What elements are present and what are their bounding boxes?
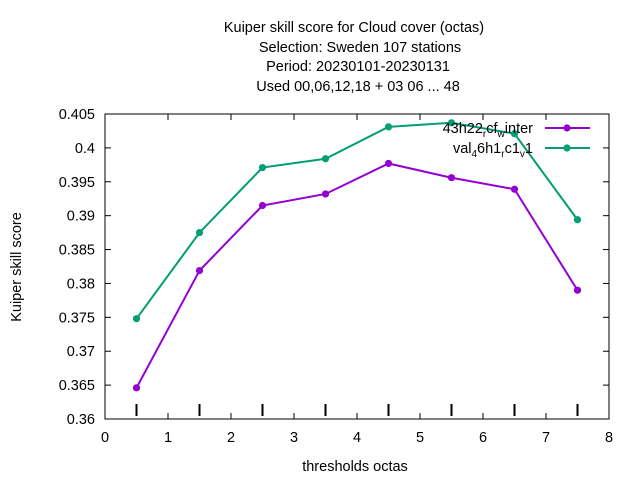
chart-title: Kuiper skill score for Cloud cover (octa… bbox=[224, 20, 484, 95]
title-line-3: Period: 20230101-20230131 bbox=[266, 59, 450, 75]
series-1-point-6 bbox=[510, 185, 519, 193]
y-tick-label-2: 0.37 bbox=[67, 344, 95, 360]
series-1-point-5 bbox=[447, 174, 456, 182]
series-2-point-7 bbox=[573, 216, 582, 224]
y-tick-label-3: 0.375 bbox=[59, 310, 95, 326]
series-1-point-7 bbox=[573, 286, 582, 294]
x-tick-label-7: 7 bbox=[542, 430, 550, 446]
y-axis-ticks: 0.360.3650.370.3750.380.3850.390.3950.40… bbox=[59, 107, 609, 428]
series-group bbox=[132, 119, 582, 392]
threshold-markers bbox=[135, 404, 579, 416]
x-tick-label-3: 3 bbox=[290, 430, 298, 446]
y-tick-label-8: 0.4 bbox=[75, 141, 95, 157]
x-tick-label-1: 1 bbox=[164, 430, 172, 446]
y-tick-label-6: 0.39 bbox=[67, 209, 95, 225]
series-1-point-2 bbox=[258, 201, 267, 210]
x-tick-label-8: 8 bbox=[605, 430, 613, 446]
y-tick-label-7: 0.395 bbox=[59, 175, 95, 191]
title-line-1: Kuiper skill score for Cloud cover (octa… bbox=[224, 20, 484, 36]
series-2-point-4 bbox=[384, 123, 393, 131]
legend-label-1-part-1: r bbox=[483, 129, 487, 140]
series-line-2 bbox=[135, 121, 579, 320]
x-axis-label: thresholds octas bbox=[302, 459, 408, 475]
series-2-point-3 bbox=[321, 155, 330, 163]
title-line-2: Selection: Sweden 107 stations bbox=[259, 40, 461, 56]
y-axis-label: Kuiper skill score bbox=[9, 212, 25, 322]
legend-label-2-part-6: 1 bbox=[525, 141, 533, 157]
legend-label-1-part-2: cf bbox=[486, 121, 498, 137]
series-2-point-5 bbox=[447, 119, 456, 127]
legend-swatch-marker-2 bbox=[563, 144, 571, 152]
legend-label-1-part-3: w bbox=[497, 129, 506, 140]
legend-label-2-part-1: 4 bbox=[471, 149, 477, 160]
legend-label-2-part-4: c1 bbox=[505, 141, 520, 157]
legend-label-1: 43h22rcfwinter bbox=[443, 121, 534, 140]
y-tick-label-0: 0.36 bbox=[67, 412, 95, 428]
legend-label-2-part-0: val bbox=[453, 141, 472, 157]
legend-label-1-part-0: 43h22 bbox=[443, 121, 483, 137]
x-tick-label-5: 5 bbox=[416, 430, 424, 446]
x-axis-ticks: 0 1 2 3 4 5 6 7 8 bbox=[101, 114, 613, 446]
y-tick-label-1: 0.365 bbox=[59, 378, 95, 394]
title-line-4: Used 00,06,12,18 + 03 06 ... 48 bbox=[256, 79, 460, 95]
legend-swatch-marker-1 bbox=[563, 124, 571, 132]
series-1-point-3 bbox=[321, 190, 330, 198]
series-2-point-2 bbox=[258, 163, 267, 172]
y-tick-label-4: 0.38 bbox=[67, 276, 95, 292]
x-tick-label-6: 6 bbox=[479, 430, 487, 446]
x-tick-label-4: 4 bbox=[353, 430, 361, 446]
series-line-1 bbox=[135, 162, 579, 389]
y-tick-label-9: 0.405 bbox=[59, 107, 95, 123]
series-1-point-0 bbox=[132, 384, 141, 392]
legend-label-2-part-3: r bbox=[501, 149, 505, 160]
y-tick-label-5: 0.385 bbox=[59, 243, 95, 259]
legend-label-2-part-2: 6h1 bbox=[477, 141, 501, 157]
legend-label-1-part-4: inter bbox=[505, 121, 533, 137]
series-1-point-4 bbox=[384, 159, 393, 168]
legend-label-2: val46h1rc1v1 bbox=[453, 141, 533, 160]
series-2-point-6 bbox=[510, 130, 519, 138]
series-2-point-1 bbox=[195, 229, 204, 237]
x-tick-label-2: 2 bbox=[227, 430, 235, 446]
series-1-point-1 bbox=[195, 266, 204, 275]
x-tick-label-0: 0 bbox=[101, 430, 109, 446]
series-2-point-0 bbox=[132, 315, 141, 323]
legend-label-2-part-5: v bbox=[520, 149, 525, 160]
